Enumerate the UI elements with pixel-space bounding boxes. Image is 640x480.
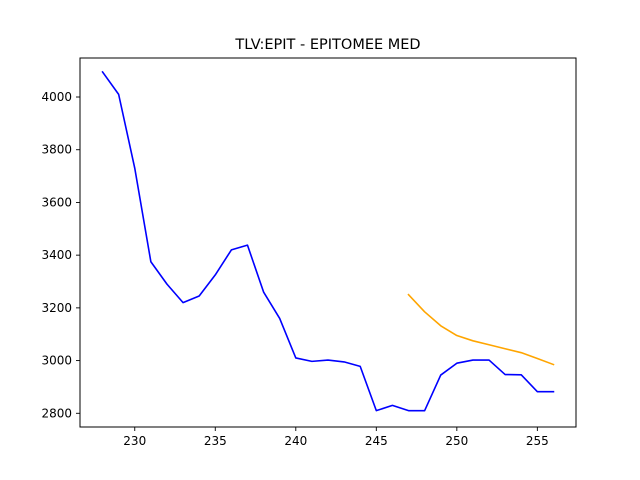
y-tick-label: 3600 xyxy=(41,195,72,209)
y-tick-label: 3400 xyxy=(41,248,72,262)
y-axis: 2800 3000 3200 3400 3600 3800 4000 xyxy=(41,90,80,420)
y-tick-label: 3000 xyxy=(41,354,72,368)
x-axis: 230 235 240 245 250 255 xyxy=(123,427,549,448)
y-tick-label: 2800 xyxy=(41,406,72,420)
x-tick-label: 255 xyxy=(526,434,549,448)
plot-frame xyxy=(79,57,577,428)
x-tick-label: 250 xyxy=(445,434,468,448)
series-line-1 xyxy=(407,293,555,366)
series-line-0 xyxy=(101,70,555,412)
y-tick-label: 3800 xyxy=(41,143,72,157)
x-tick-label: 235 xyxy=(204,434,227,448)
y-tick-label: 4000 xyxy=(41,90,72,104)
series-layer xyxy=(101,70,555,412)
chart-title: TLV:EPIT - EPITOMEE MED xyxy=(234,37,420,53)
y-tick-label: 3200 xyxy=(41,301,72,315)
x-tick-label: 245 xyxy=(365,434,388,448)
x-tick-label: 230 xyxy=(123,434,146,448)
x-tick-label: 240 xyxy=(284,434,307,448)
